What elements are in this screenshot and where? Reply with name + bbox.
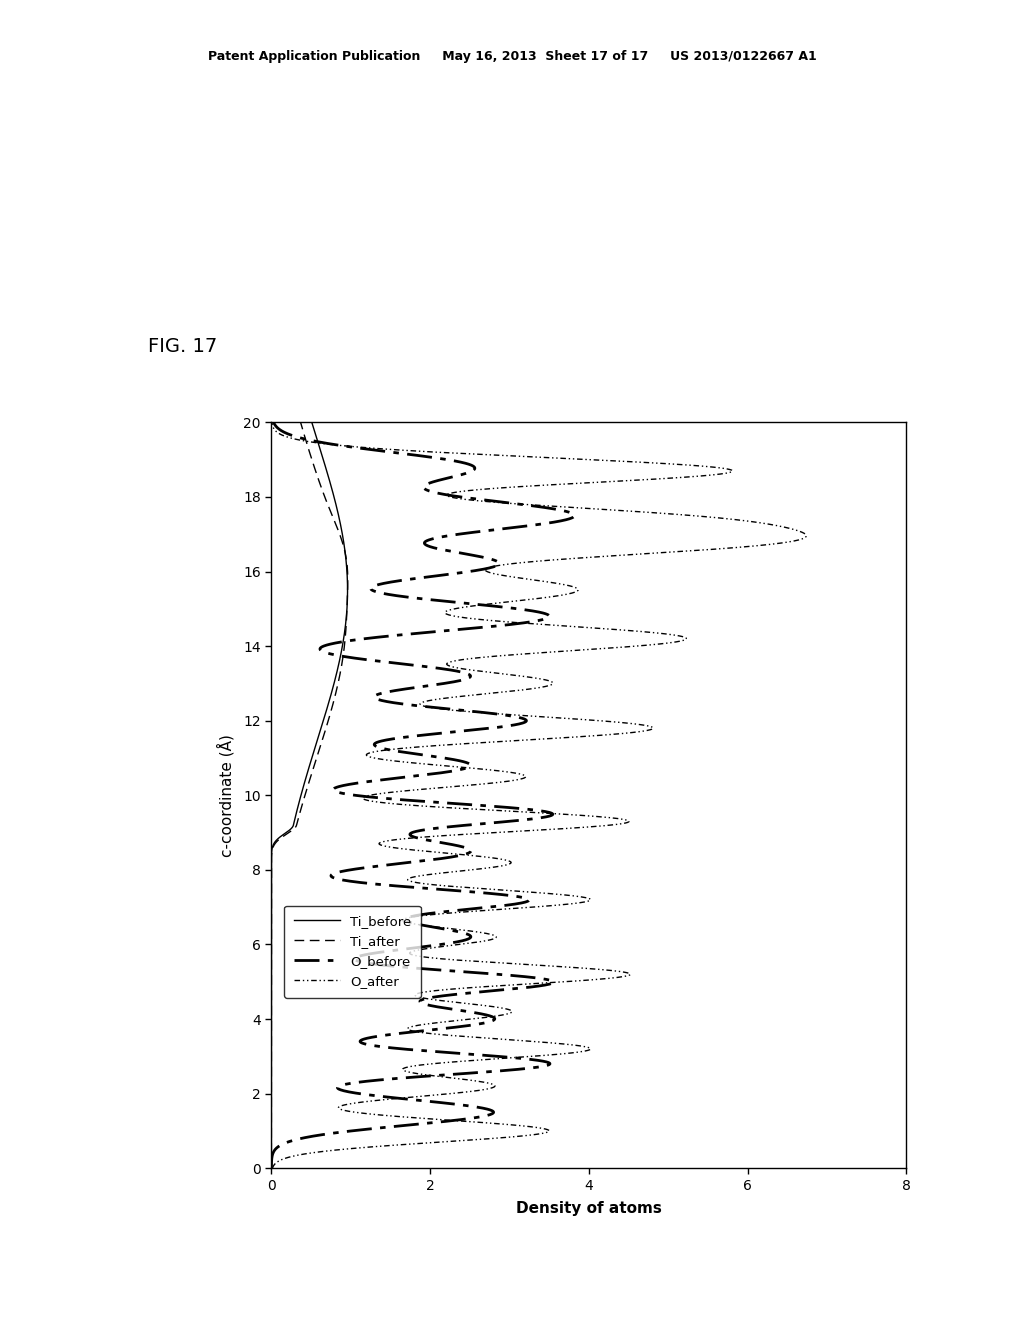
Line: Ti_before: Ti_before bbox=[271, 422, 347, 1168]
O_after bbox=[552, 807, 564, 822]
O_before bbox=[334, 437, 346, 453]
Ti_after bbox=[265, 1160, 278, 1176]
O_after bbox=[588, 474, 600, 490]
Text: Patent Application Publication     May 16, 2013  Sheet 17 of 17     US 2013/0122: Patent Application Publication May 16, 2… bbox=[208, 50, 816, 63]
Ti_after bbox=[340, 619, 352, 635]
Text: FIG. 17: FIG. 17 bbox=[148, 337, 218, 355]
O_before bbox=[457, 847, 469, 863]
Y-axis label: c-coordinate (Å): c-coordinate (Å) bbox=[217, 734, 234, 857]
Line: O_before: O_before bbox=[271, 422, 574, 1168]
O_after bbox=[265, 414, 278, 430]
Ti_before bbox=[265, 1160, 278, 1176]
Ti_after bbox=[295, 414, 307, 430]
Line: Ti_after: Ti_after bbox=[271, 422, 348, 1168]
O_after bbox=[333, 437, 345, 453]
X-axis label: Density of atoms: Density of atoms bbox=[516, 1201, 662, 1216]
Legend: Ti_before, Ti_after, O_before, O_after: Ti_before, Ti_after, O_before, O_after bbox=[285, 906, 421, 998]
Ti_after bbox=[266, 841, 279, 857]
Ti_before bbox=[306, 414, 318, 430]
O_after bbox=[459, 847, 471, 863]
O_before bbox=[267, 414, 280, 430]
Ti_before bbox=[290, 807, 302, 822]
O_before bbox=[547, 807, 559, 822]
Ti_before bbox=[266, 841, 279, 857]
Ti_after bbox=[294, 807, 306, 822]
Ti_after bbox=[301, 437, 313, 453]
O_after bbox=[266, 1160, 279, 1176]
O_before bbox=[486, 619, 499, 635]
Ti_before bbox=[324, 474, 336, 490]
O_after bbox=[565, 619, 578, 635]
O_before bbox=[463, 841, 475, 857]
Ti_after bbox=[265, 847, 278, 863]
Ti_before bbox=[312, 437, 325, 453]
O_before bbox=[425, 474, 437, 490]
Ti_before bbox=[339, 619, 351, 635]
Ti_after bbox=[313, 474, 326, 490]
Line: O_after: O_after bbox=[271, 422, 806, 1168]
O_before bbox=[265, 1160, 278, 1176]
Ti_before bbox=[265, 847, 278, 863]
O_after bbox=[397, 841, 410, 857]
